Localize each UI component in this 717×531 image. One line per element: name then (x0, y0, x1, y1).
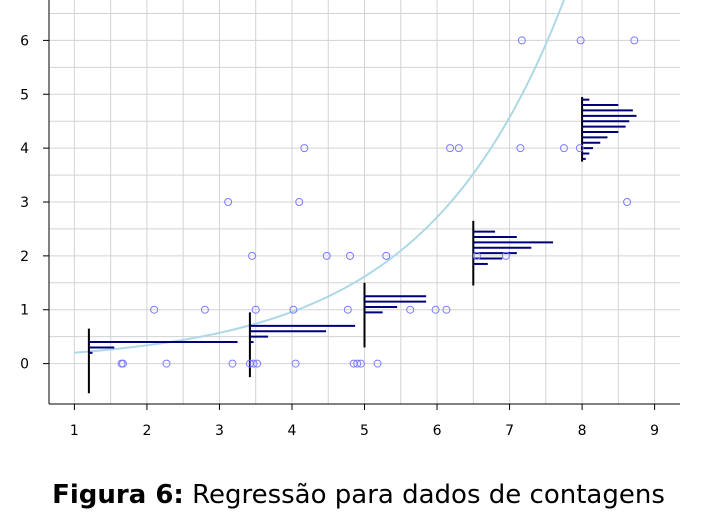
data-point (228, 359, 237, 368)
data-point (623, 198, 632, 206)
data-points (117, 36, 639, 368)
caption-label: Figura 6: (52, 480, 184, 510)
x-tick-label: 6 (433, 423, 442, 439)
x-tick-label: 9 (650, 423, 659, 439)
x-tick-label: 4 (288, 423, 297, 439)
data-point (382, 251, 391, 260)
caption-text: Regressão para dados de contagens (192, 480, 665, 510)
data-point (300, 144, 309, 153)
data-point (353, 359, 362, 368)
predictive-distributions (87, 96, 637, 394)
predictive-distribution (581, 96, 637, 162)
data-point (559, 144, 568, 153)
data-point (516, 144, 525, 153)
x-tick-label: 5 (360, 423, 369, 439)
data-point (224, 198, 233, 206)
data-point (295, 198, 304, 206)
regression-chart: 1 2 3 4 5 6 7 8 9 0 1 2 3 4 5 6 (20, 0, 680, 439)
data-point (576, 36, 585, 45)
data-point (289, 305, 298, 314)
data-point (501, 251, 510, 260)
data-point (291, 359, 300, 368)
data-point (150, 305, 159, 314)
data-point (446, 144, 455, 153)
data-point (322, 251, 331, 260)
data-point (373, 359, 382, 368)
y-tick-label: 2 (20, 249, 29, 265)
x-tick-label: 8 (578, 423, 587, 439)
data-point (431, 305, 440, 314)
data-point (343, 305, 352, 314)
x-tick-label: 7 (505, 423, 514, 439)
data-point (162, 359, 171, 368)
data-point (517, 36, 526, 45)
data-point (251, 305, 260, 314)
x-tick-label: 3 (215, 423, 224, 439)
y-tick-label: 6 (20, 33, 29, 49)
predictive-distribution (248, 312, 356, 378)
y-tick-label: 5 (20, 87, 29, 103)
data-point (253, 359, 262, 368)
data-point (454, 144, 463, 153)
y-tick-label: 0 (20, 357, 29, 373)
data-point (442, 305, 451, 314)
data-point (249, 359, 258, 368)
y-tick-label: 1 (20, 303, 29, 319)
data-point (472, 251, 481, 260)
y-tick-label: 3 (20, 195, 29, 211)
data-point (200, 305, 209, 314)
axes: 1 2 3 4 5 6 7 8 9 0 1 2 3 4 5 6 (20, 0, 680, 439)
x-tick-label: 2 (142, 423, 151, 439)
y-tick-label: 4 (20, 141, 29, 157)
x-tick-label: 1 (70, 423, 79, 439)
data-point (575, 144, 584, 153)
data-point (248, 251, 257, 260)
predictive-distribution (363, 282, 427, 348)
data-point (406, 305, 415, 314)
figure-caption: Figura 6: Regressão para dados de contag… (0, 480, 717, 510)
data-point (630, 36, 639, 45)
predictive-distribution (472, 220, 554, 286)
data-point (118, 359, 127, 368)
predictive-distribution (87, 328, 238, 394)
data-point (345, 251, 354, 260)
data-point (356, 359, 365, 368)
